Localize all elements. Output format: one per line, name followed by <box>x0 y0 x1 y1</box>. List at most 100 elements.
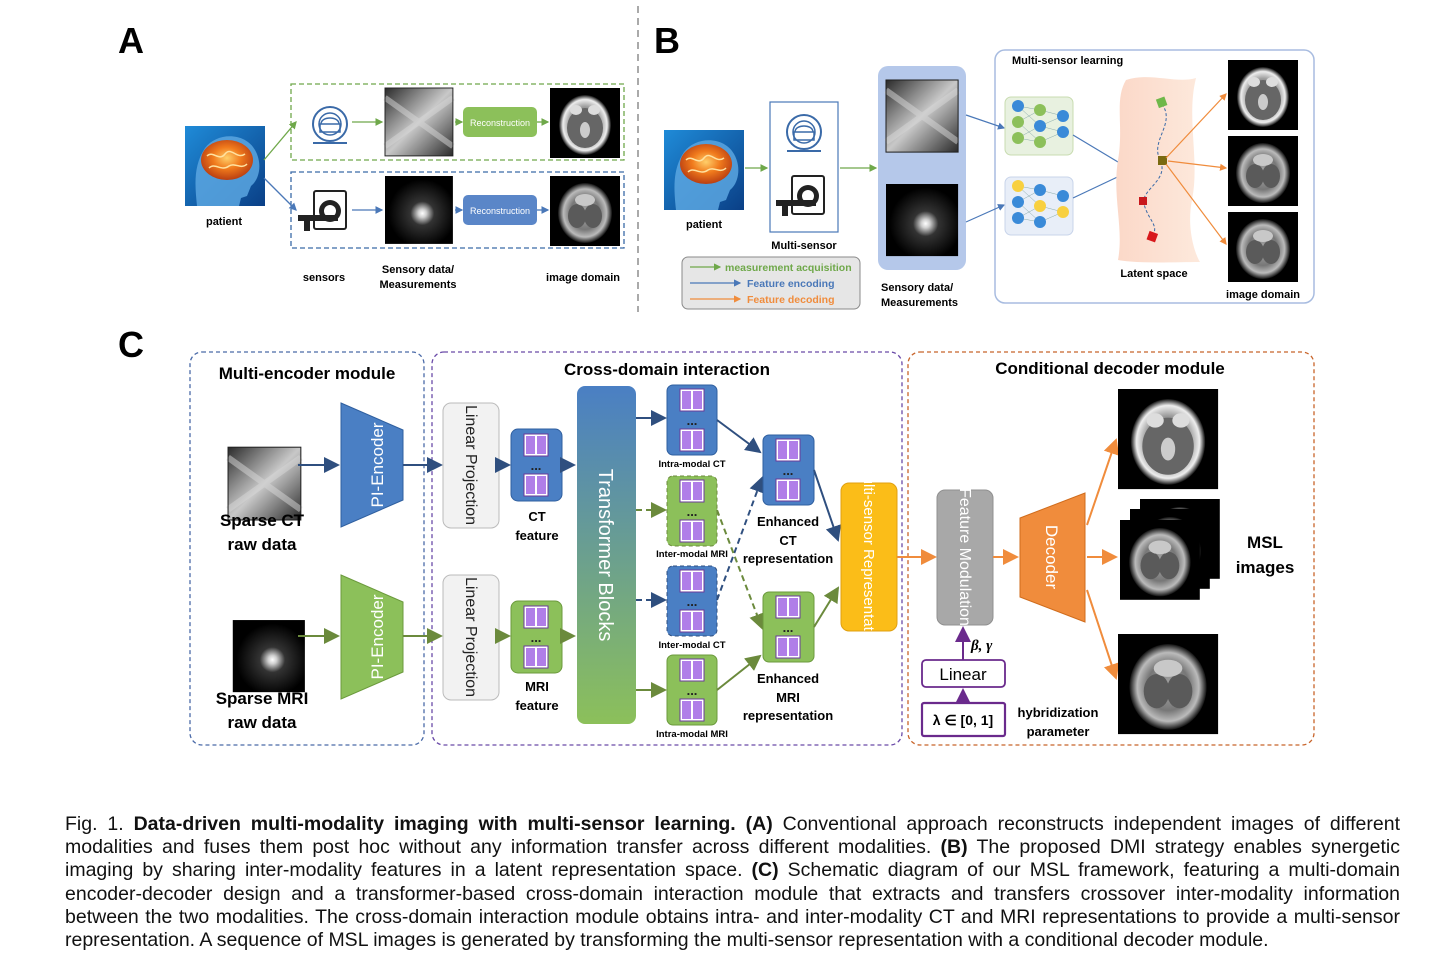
output-image-ct-b <box>1228 60 1298 130</box>
multi-encoder-box <box>189 351 425 746</box>
caption-b-label: (B) <box>940 836 968 859</box>
sensory-data-label-1: Sensory data/ <box>382 264 454 276</box>
patient-to-ct-arrow <box>263 121 297 161</box>
sparse-mri-label-1: Sparse MRI <box>216 689 309 708</box>
latent-space-label: Latent space <box>1120 268 1187 280</box>
enhanced-ct-label-2: CT <box>779 533 796 548</box>
decoder-module-title: Conditional decoder module <box>995 359 1225 378</box>
panel-a: patient Reconstruction Reconstruction se… <box>184 83 625 291</box>
lambda-label: λ ∈ [0, 1] <box>933 712 993 728</box>
enhanced-mri-label-3: representation <box>743 708 833 723</box>
mri-reconstruction-box <box>463 195 537 225</box>
hybridization-label-1: hybridization <box>1018 705 1099 720</box>
panel-c: Multi-encoder module Cross-domain intera… <box>189 351 1315 746</box>
latent-trajectory <box>1143 103 1167 237</box>
caption-a-label: (A) <box>745 813 773 835</box>
panel-label-a: A <box>118 20 144 61</box>
cross-domain-box <box>431 351 903 746</box>
ct-output-image <box>550 88 620 158</box>
panel-label-c: C <box>118 324 144 365</box>
sensors-label: sensors <box>303 272 345 284</box>
decode-arrow-1 <box>1165 93 1227 159</box>
enhanced-ct-to-msr <box>813 469 842 542</box>
ct-sinogram-image <box>385 88 453 156</box>
caption-c-text: Schematic diagram of our MSL framework, … <box>65 859 1400 952</box>
caption-c-label: (C) <box>751 859 779 882</box>
latent-point-red2 <box>1146 230 1159 243</box>
enhanced-ct-label-1: Enhanced <box>757 514 819 529</box>
enhanced-mri-to-msr <box>813 586 840 628</box>
beta-gamma-label: β, γ <box>970 638 993 654</box>
inter-mri-to-enhanced-mri <box>716 509 765 630</box>
output-image-mix-b <box>1228 136 1298 206</box>
caption-b-text: The proposed DMI strategy enables synerg… <box>65 836 1400 882</box>
ct-sinogram-image-b <box>886 80 958 152</box>
latent-point-red1 <box>1139 197 1147 205</box>
mri-output-image <box>550 176 620 246</box>
image-domain-label-b: image domain <box>1226 289 1300 301</box>
enhanced-mri-label-1: Enhanced <box>757 671 819 686</box>
legend-encoding-label: Feature encoding <box>747 278 835 290</box>
caption-a-text: Conventional approach reconstructs indep… <box>65 813 1400 859</box>
decode-arrow-3 <box>1165 163 1227 245</box>
ct-reconstruction-label: Reconstruction <box>470 118 530 128</box>
intra-modal-mri-label: Intra-modal MRI <box>656 729 728 740</box>
multi-sensor-representation-label: Multi-sensor Representation <box>860 463 877 651</box>
ct-reconstruction-box <box>463 107 537 137</box>
decoder-module-box <box>907 351 1315 746</box>
ct-feature-label-2: feature <box>515 528 558 543</box>
transformer-blocks-label: Transformer Blocks <box>594 469 616 642</box>
patient-to-mri-arrow <box>263 177 297 211</box>
linear-label: Linear <box>939 665 987 684</box>
mri-encode-arrow <box>965 204 1006 223</box>
intra-modal-ct-label: Intra-modal CT <box>658 459 725 470</box>
patient-head-image-b <box>663 129 745 211</box>
sparse-ct-label-1: Sparse CT <box>220 511 305 530</box>
caption-prefix: Fig. 1. <box>65 813 134 835</box>
legend-decoding-label: Feature decoding <box>747 294 835 306</box>
msl-stack-front <box>1120 520 1200 600</box>
lambda-box <box>920 701 1007 738</box>
mri-kspace-image-b <box>886 184 959 257</box>
ct-scanner-icon <box>312 106 348 144</box>
panel-label-b: B <box>654 20 680 61</box>
transformer-blocks <box>577 386 636 724</box>
legend-box <box>681 256 861 310</box>
inter-modal-mri-label: Inter-modal MRI <box>656 549 728 560</box>
figure-canvas: ... A B C patient Reconstruction Reconst… <box>118 6 1315 746</box>
sensory-data-label-2: Measurements <box>379 279 456 291</box>
latent-space-shape <box>1116 77 1200 263</box>
latent-point-olive <box>1158 156 1167 165</box>
msl-images-label-2: images <box>1236 558 1295 577</box>
sparse-mri-label-2: raw data <box>228 713 298 732</box>
mri-linear-projection-label: Linear Projection <box>462 577 479 697</box>
ct-encoder-network <box>1004 96 1074 156</box>
decoder-label: Decoder <box>1042 525 1061 590</box>
msl-output-ct <box>1118 389 1219 490</box>
multi-encoder-title: Multi-encoder module <box>219 364 396 383</box>
mri-pi-encoder-label: PI-Encoder <box>368 594 387 679</box>
panel-b: patient Multi-sensor measurement acquisi… <box>663 49 1315 310</box>
figure-caption: Fig. 1. Data-driven multi-modality imagi… <box>65 813 1400 952</box>
mri-pi-encoder <box>340 574 404 700</box>
ct-linear-projection-label: Linear Projection <box>462 405 479 525</box>
patient-head-image <box>184 125 266 207</box>
intra-ct-to-enhanced-ct <box>716 419 762 454</box>
hybridization-label-2: parameter <box>1027 724 1090 739</box>
output-image-mri-b <box>1228 212 1298 282</box>
mri-kspace-image <box>385 176 453 244</box>
sensory-data-label-b-2: Measurements <box>881 297 958 309</box>
ct-pi-encoder-label: PI-Encoder <box>368 422 387 507</box>
image-domain-label: image domain <box>546 272 620 284</box>
sparse-ct-image <box>228 447 301 520</box>
patient-label: patient <box>206 216 242 228</box>
enhanced-ct-label-3: representation <box>743 551 833 566</box>
caption-title: Data-driven multi-modality imaging with … <box>133 813 736 835</box>
latent-point-green <box>1155 96 1168 109</box>
mri-reconstruction-label: Reconstruction <box>470 206 530 216</box>
sensory-data-label-b-1: Sensory data/ <box>881 282 953 294</box>
sparse-ct-label-2: raw data <box>228 535 298 554</box>
cross-domain-title: Cross-domain interaction <box>564 360 770 379</box>
mri-encoder-network <box>1004 176 1074 236</box>
linear-box <box>921 659 1006 688</box>
